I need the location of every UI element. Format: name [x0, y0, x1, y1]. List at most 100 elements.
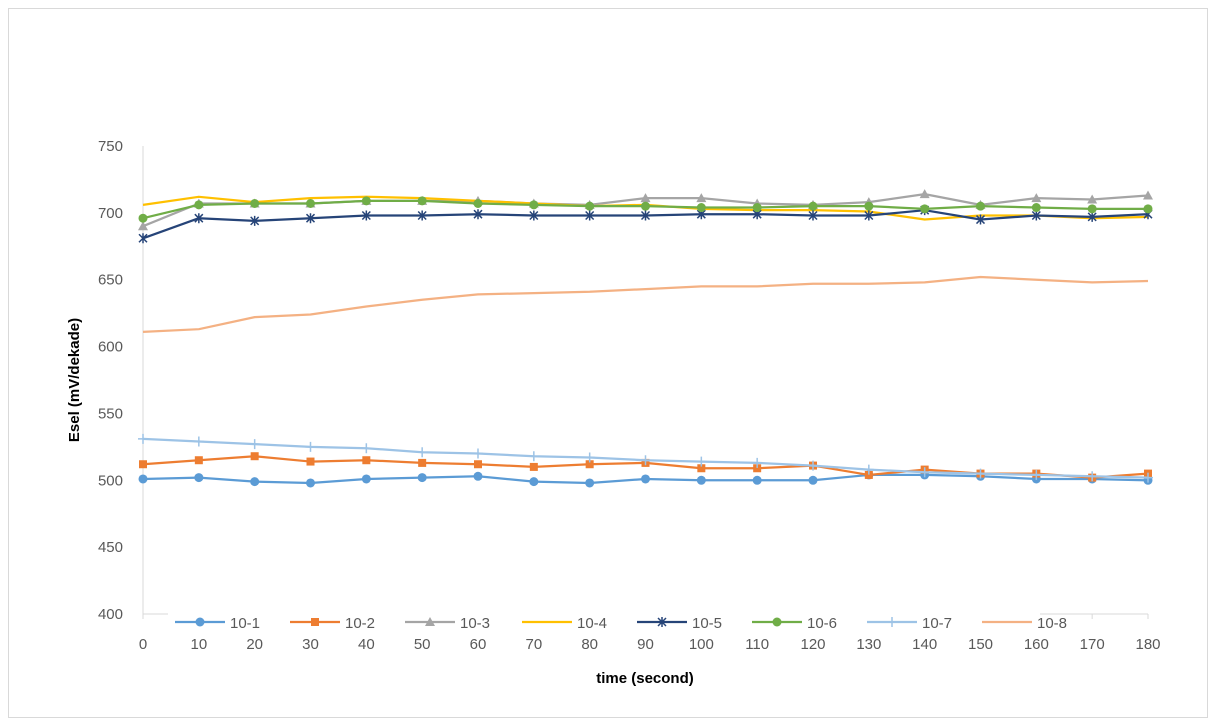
data-point-10-6	[585, 201, 595, 211]
data-point-10-2	[139, 460, 147, 469]
data-point-10-3	[1031, 193, 1042, 203]
y-tick-label: 500	[98, 472, 123, 489]
data-point-10-7	[473, 448, 483, 459]
data-point-10-1	[250, 477, 260, 487]
legend-item-10-7: 10-7	[867, 615, 952, 632]
data-point-10-6	[808, 201, 818, 211]
legend-label: 10-4	[577, 615, 607, 632]
data-point-10-7	[361, 443, 372, 454]
data-point-10-2	[697, 464, 706, 473]
data-point-10-5	[361, 210, 371, 221]
x-tick-label: 180	[1135, 636, 1160, 653]
legend-item-10-6: 10-6	[752, 615, 837, 632]
series-layer	[138, 189, 1153, 488]
legend-item-10-3: 10-3	[405, 615, 490, 632]
data-point-10-2	[306, 457, 315, 466]
data-point-10-3	[640, 193, 651, 203]
data-point-10-5	[305, 213, 316, 224]
y-axis-title: Esel (mV/dekade)	[66, 318, 83, 442]
x-tick-label: 120	[800, 636, 825, 653]
legend-item-10-2: 10-2	[290, 615, 375, 632]
x-tick-label: 30	[302, 636, 319, 653]
data-point-10-6	[641, 201, 650, 211]
y-tick-label: 600	[98, 339, 123, 356]
legend-marker	[195, 617, 205, 627]
data-point-10-7	[863, 464, 874, 475]
data-point-10-3	[138, 221, 148, 231]
x-tick-label: 0	[139, 636, 147, 653]
data-point-10-7	[138, 433, 148, 444]
x-tick-label: 90	[637, 636, 654, 653]
data-point-10-6	[976, 201, 985, 211]
data-point-10-2	[753, 464, 762, 473]
x-tick-label: 50	[414, 636, 431, 653]
data-point-10-6	[864, 201, 874, 211]
data-point-10-6	[250, 198, 260, 208]
legend-label: 10-1	[230, 615, 260, 632]
series-10-5	[138, 205, 1153, 244]
data-point-10-1	[529, 477, 539, 487]
x-axis-title: time (second)	[596, 670, 694, 687]
data-point-10-2	[474, 460, 482, 469]
legend-item-10-1: 10-1	[175, 615, 260, 632]
legend-marker	[657, 617, 667, 627]
data-point-10-7	[696, 456, 707, 467]
data-point-10-5	[250, 215, 260, 226]
y-axis: 400 450 500 550 600 650 700 750	[98, 138, 144, 623]
y-tick-label: 550	[98, 405, 123, 422]
data-point-10-1	[641, 474, 650, 484]
data-point-10-1	[696, 475, 706, 485]
legend-background	[168, 608, 1040, 628]
data-point-10-5	[1087, 211, 1097, 222]
legend-label: 10-2	[345, 615, 375, 632]
series-10-6	[138, 196, 1153, 223]
x-tick-label: 160	[1024, 636, 1049, 653]
data-point-10-6	[306, 198, 315, 208]
data-point-10-5	[808, 210, 818, 221]
data-point-10-1	[138, 474, 148, 484]
data-point-10-2	[529, 462, 538, 471]
y-tick-label: 400	[98, 606, 123, 623]
x-tick-label: 140	[912, 636, 937, 653]
legend-label: 10-5	[692, 615, 722, 632]
data-point-10-7	[808, 460, 818, 471]
legend-item-10-4: 10-4	[522, 615, 607, 632]
data-point-10-6	[417, 196, 427, 206]
data-point-10-6	[1031, 203, 1041, 213]
data-point-10-7	[975, 468, 986, 479]
x-tick-label: 70	[525, 636, 542, 653]
data-point-10-7	[417, 447, 428, 458]
data-point-10-5	[138, 233, 148, 244]
x-tick-label: 110	[745, 636, 769, 653]
y-tick-label: 750	[98, 138, 123, 155]
legend-item-10-5: 10-5	[637, 615, 722, 632]
data-point-10-7	[249, 439, 260, 450]
data-point-10-6	[1087, 204, 1097, 214]
data-point-10-1	[306, 478, 315, 488]
x-tick-label: 100	[689, 636, 714, 653]
data-point-10-1	[808, 475, 818, 485]
data-point-10-6	[361, 196, 371, 206]
data-point-10-7	[919, 467, 930, 478]
data-point-10-6	[920, 204, 930, 214]
data-point-10-7	[528, 451, 539, 462]
data-point-10-7	[584, 452, 595, 463]
data-point-10-2	[250, 452, 259, 461]
data-point-10-2	[194, 456, 203, 465]
data-point-10-7	[1031, 469, 1042, 480]
data-point-10-7	[640, 455, 651, 466]
legend-label: 10-3	[460, 615, 490, 632]
data-point-10-3	[1087, 194, 1098, 204]
series-line-10-8	[142, 275, 1149, 333]
data-point-10-6	[752, 203, 762, 213]
y-tick-label: 650	[98, 272, 123, 289]
data-point-10-2	[418, 458, 427, 467]
x-tick-label: 80	[581, 636, 598, 653]
series-10-7	[138, 433, 1153, 483]
data-point-10-1	[417, 473, 427, 483]
data-point-10-2	[585, 460, 594, 469]
data-point-10-6	[529, 200, 539, 210]
x-tick-label: 20	[246, 636, 263, 653]
series-10-8	[142, 275, 1149, 333]
data-point-10-1	[585, 478, 595, 488]
